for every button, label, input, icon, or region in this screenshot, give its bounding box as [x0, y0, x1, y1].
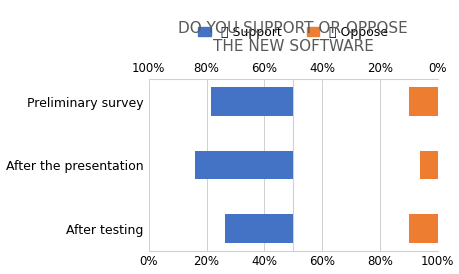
- Bar: [195, 151, 292, 179]
- Bar: [420, 151, 437, 179]
- Bar: [408, 214, 437, 243]
- Bar: [408, 87, 437, 116]
- Bar: [225, 214, 292, 243]
- Legend: 👍 Support, 👎 Oppose: 👍 Support, 👎 Oppose: [193, 21, 392, 44]
- Title: DO YOU SUPPORT OR OPPOSE
THE NEW SOFTWARE: DO YOU SUPPORT OR OPPOSE THE NEW SOFTWAR…: [178, 21, 407, 53]
- Bar: [210, 87, 292, 116]
